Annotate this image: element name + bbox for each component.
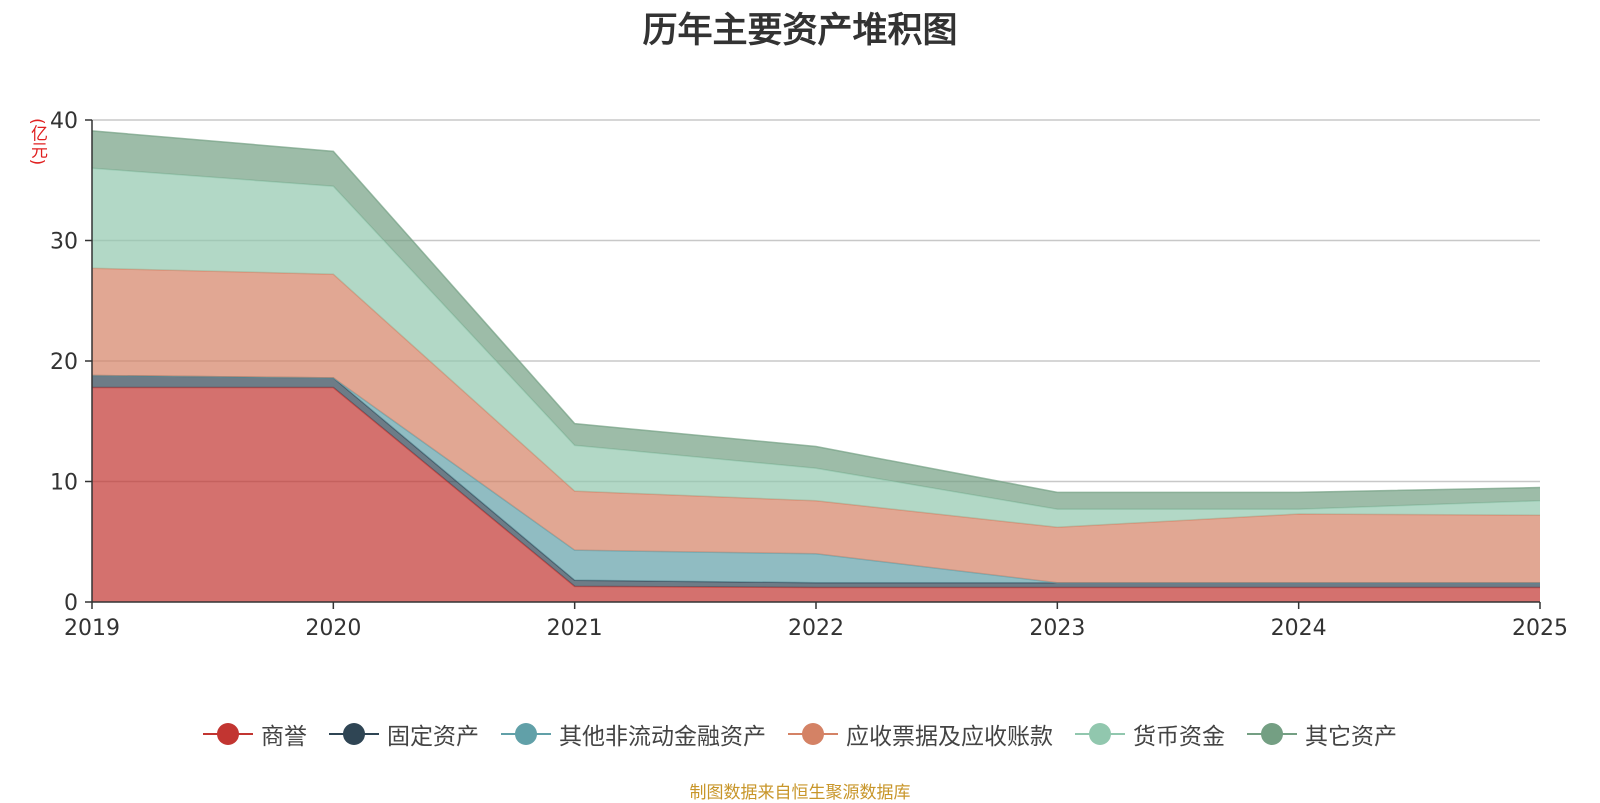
legend-item-receivables[interactable]: 应收票据及应收账款: [788, 717, 1053, 751]
x-tick-label: 2025: [1512, 616, 1568, 641]
legend-label: 应收票据及应收账款: [846, 724, 1053, 750]
legend: 商誉 固定资产 其他非流动金融资产 应收票据及应收账款 货币资金 其它资产: [0, 716, 1600, 752]
area-series-5: [92, 130, 1540, 510]
y-tick-label: 20: [50, 350, 78, 375]
legend-marker-icon: [1075, 720, 1125, 748]
x-tick-label: 2022: [788, 616, 844, 641]
legend-label: 商誉: [261, 724, 307, 750]
legend-item-other-noncurrent-financial-assets[interactable]: 其他非流动金融资产: [501, 717, 766, 751]
x-tick-label: 2023: [1029, 616, 1085, 641]
legend-label: 其他非流动金融资产: [559, 724, 766, 750]
x-tick-label: 2021: [547, 616, 603, 641]
legend-marker-icon: [501, 720, 551, 748]
legend-marker-icon: [203, 720, 253, 748]
legend-marker-icon: [788, 720, 838, 748]
legend-item-fixed-assets[interactable]: 固定资产: [329, 717, 479, 751]
x-tick-label: 2019: [64, 616, 120, 641]
y-tick-label: 40: [50, 109, 78, 134]
y-axis-unit-label: (亿元): [27, 118, 47, 166]
area-series-3: [92, 268, 1540, 583]
legend-label: 固定资产: [387, 724, 479, 750]
y-tick-label: 10: [50, 471, 78, 496]
area-series-4: [92, 168, 1540, 528]
area-series-0: [92, 387, 1540, 602]
legend-label: 货币资金: [1133, 724, 1225, 750]
series-line-5: [91, 130, 1541, 494]
chart-title: 历年主要资产堆积图: [642, 11, 958, 51]
y-tick-label: 30: [50, 230, 78, 255]
y-tick-label: 0: [64, 591, 78, 616]
legend-marker-icon: [329, 720, 379, 748]
x-tick-label: 2024: [1271, 616, 1327, 641]
source-note: 制图数据来自恒生聚源数据库: [689, 783, 911, 803]
legend-item-cash[interactable]: 货币资金: [1075, 717, 1225, 751]
legend-marker-icon: [1247, 720, 1297, 748]
x-tick-label: 2020: [305, 616, 361, 641]
legend-item-goodwill[interactable]: 商誉: [203, 717, 307, 751]
legend-label: 其它资产: [1305, 724, 1397, 750]
legend-item-other-assets[interactable]: 其它资产: [1247, 717, 1397, 751]
